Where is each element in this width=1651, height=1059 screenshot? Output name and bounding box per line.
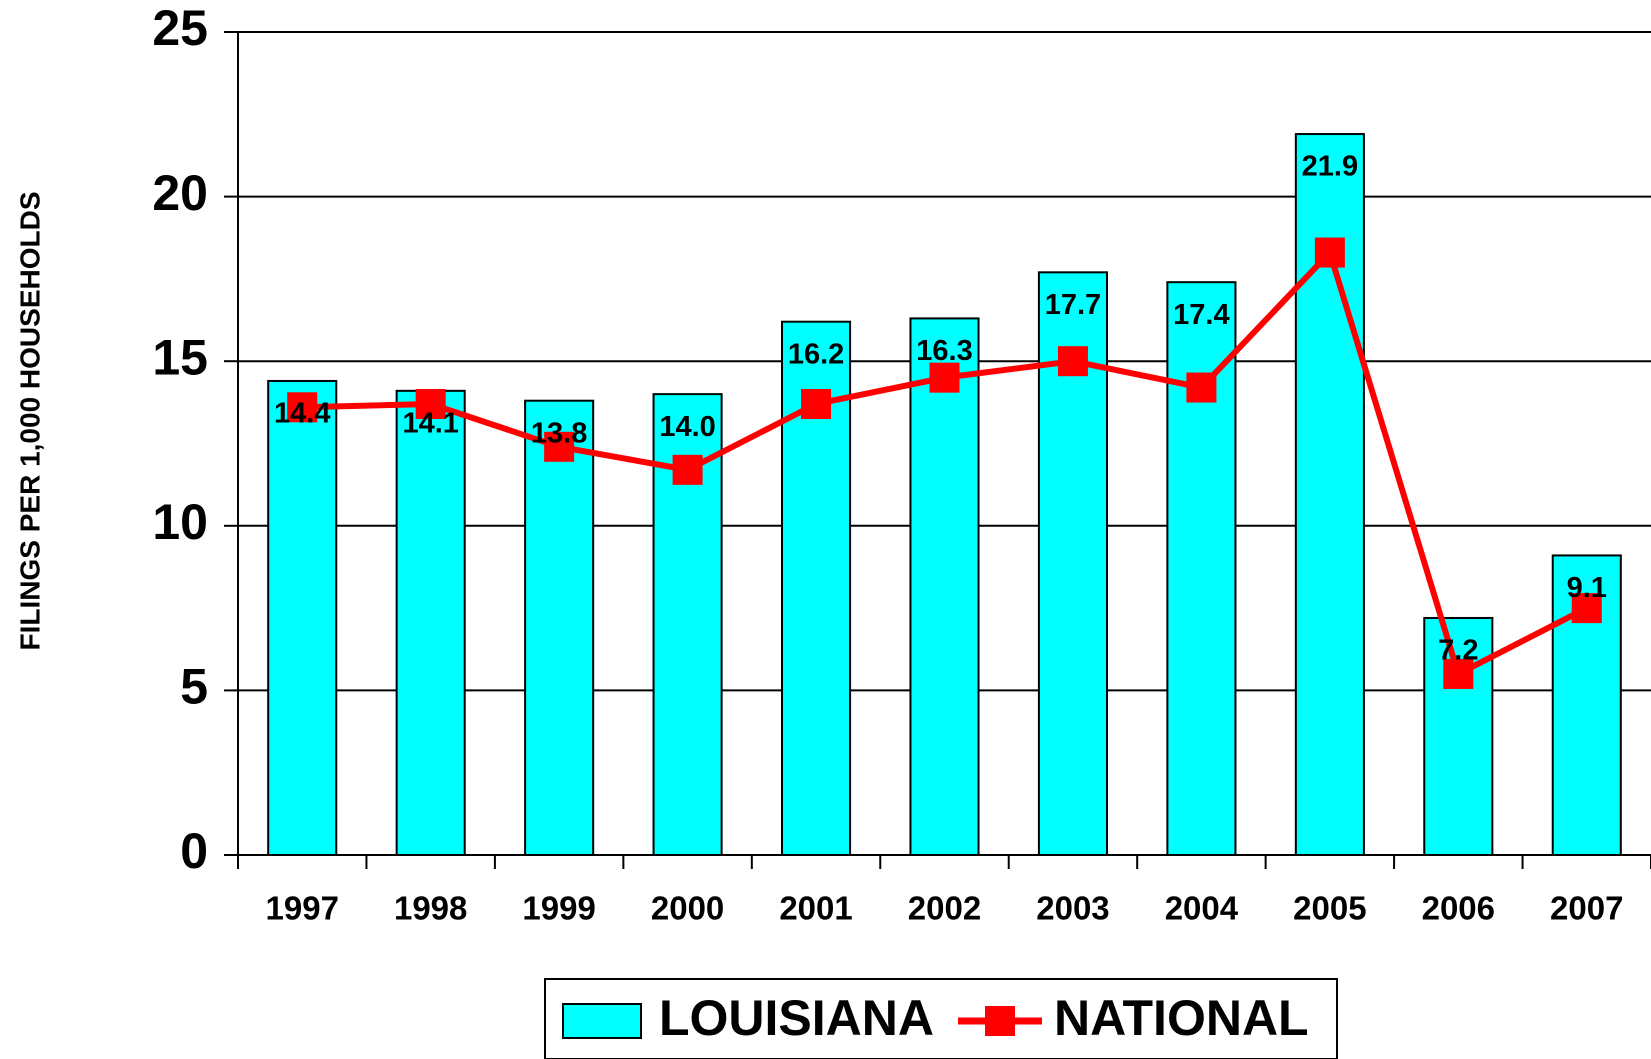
bar <box>909 317 980 856</box>
y-tick-label: 20 <box>152 165 208 221</box>
data-label: 9.1 <box>1567 572 1607 604</box>
data-label: 16.2 <box>788 338 844 370</box>
line-marker <box>672 454 703 485</box>
bar <box>267 379 338 856</box>
legend-swatch-marker <box>985 1006 1015 1036</box>
line-marker <box>1314 237 1345 268</box>
data-label: 7.2 <box>1438 635 1478 667</box>
x-tick-label: 2007 <box>1550 890 1623 927</box>
line-marker <box>929 362 960 393</box>
data-label: 14.0 <box>659 411 715 443</box>
data-label: 21.9 <box>1302 151 1358 183</box>
legend-label: NATIONAL <box>1054 990 1309 1046</box>
line-marker <box>544 431 575 462</box>
x-tick-label: 1997 <box>266 890 339 927</box>
x-tick-label: 2002 <box>908 890 981 927</box>
line-marker <box>1057 346 1088 377</box>
x-tick-label: 1999 <box>522 890 595 927</box>
line-marker <box>801 388 832 419</box>
data-label: 14.1 <box>402 407 458 439</box>
x-tick-label: 2004 <box>1165 890 1239 927</box>
legend-box <box>544 978 1338 1059</box>
data-label: 13.8 <box>531 417 587 449</box>
y-tick-label: 5 <box>180 659 208 715</box>
bar <box>524 399 595 856</box>
data-label: 14.4 <box>274 398 330 430</box>
legend-swatch <box>562 1003 642 1039</box>
line-marker <box>1186 372 1217 403</box>
line-marker <box>415 388 446 419</box>
y-axis-label: FILINGS PER 1,000 HOUSEHOLDS <box>14 192 45 651</box>
x-tick-label: 2001 <box>779 890 852 927</box>
y-tick-label: 25 <box>152 0 208 56</box>
x-tick-label: 2000 <box>651 890 724 927</box>
y-tick-label: 10 <box>152 494 208 550</box>
x-tick-label: 2005 <box>1293 890 1366 927</box>
x-tick-label: 1998 <box>394 890 467 927</box>
x-tick-label: 2006 <box>1422 890 1495 927</box>
data-label: 17.4 <box>1173 299 1229 331</box>
y-tick-label: 0 <box>180 823 208 879</box>
bar <box>1423 616 1494 857</box>
line-marker <box>1571 593 1602 624</box>
x-tick-label: 2003 <box>1036 890 1109 927</box>
line-marker <box>287 392 318 423</box>
data-label: 16.3 <box>916 335 972 367</box>
bar <box>1166 281 1237 856</box>
legend-label: LOUISIANA <box>659 990 934 1046</box>
y-tick-label: 15 <box>152 329 208 385</box>
line-marker <box>1443 658 1474 689</box>
data-label: 17.7 <box>1045 289 1101 321</box>
bar <box>395 389 466 856</box>
